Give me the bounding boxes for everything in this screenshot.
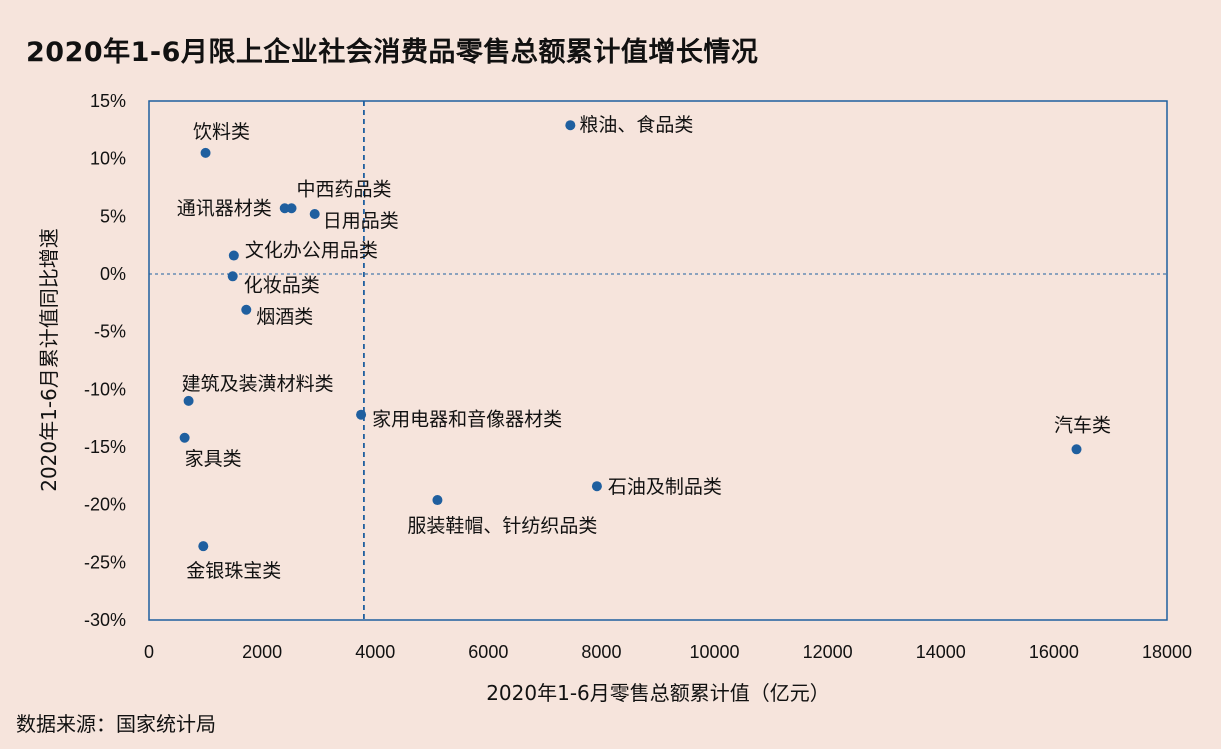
point-label: 中西药品类 xyxy=(297,178,392,200)
point-label: 日用品类 xyxy=(323,210,399,232)
x-tick-label: 18000 xyxy=(1142,642,1192,662)
data-point xyxy=(179,432,190,443)
y-tick-label: -10% xyxy=(84,379,126,399)
point-label: 家用电器和音像器材类 xyxy=(372,409,562,431)
y-tick-label: -15% xyxy=(84,437,126,457)
data-points xyxy=(179,120,1082,552)
x-tick-label: 2000 xyxy=(242,642,282,662)
data-point xyxy=(565,120,576,131)
y-tick-label: -5% xyxy=(94,322,126,342)
x-tick-label: 4000 xyxy=(355,642,395,662)
x-axis-ticks: 0 2000 4000 6000 8000 10000 12000 14000 16000 180… xyxy=(144,642,1192,662)
point-label: 文化办公用品类 xyxy=(245,240,378,262)
x-axis-title: 2020年1-6月零售总额累计值（亿元） xyxy=(486,681,830,705)
x-tick-label: 16000 xyxy=(1029,642,1079,662)
point-label: 通讯器材类 xyxy=(177,197,272,219)
data-point xyxy=(432,495,443,506)
x-tick-label: 0 xyxy=(144,642,154,662)
y-tick-label: -20% xyxy=(84,495,126,515)
point-label: 粮油、食品类 xyxy=(579,114,693,136)
point-label: 家具类 xyxy=(185,448,242,470)
point-label: 化妆品类 xyxy=(244,274,320,296)
data-point xyxy=(286,203,297,214)
data-point xyxy=(183,395,194,406)
point-label: 烟酒类 xyxy=(256,306,313,328)
data-point xyxy=(309,209,320,220)
data-point xyxy=(1071,444,1082,455)
point-label: 金银珠宝类 xyxy=(186,560,281,582)
data-point xyxy=(241,304,252,315)
x-tick-label: 8000 xyxy=(581,642,621,662)
y-tick-label: 10% xyxy=(90,149,126,169)
y-axis-title: 2020年1-6月累计值同比增速 xyxy=(37,228,61,492)
point-label: 饮料类 xyxy=(193,121,250,143)
point-label: 汽车类 xyxy=(1054,414,1111,436)
y-axis-ticks: 15% 10% 5% 0% -5% -10% -15% -20% -25% -30% xyxy=(84,91,126,630)
data-source-note: 数据来源：国家统计局 xyxy=(16,712,216,736)
plot-frame xyxy=(148,100,1168,621)
y-tick-label: -30% xyxy=(84,610,126,630)
x-tick-label: 6000 xyxy=(468,642,508,662)
data-point xyxy=(356,409,367,420)
point-label: 石油及制品类 xyxy=(608,476,722,498)
point-label: 建筑及装潢材料类 xyxy=(182,373,334,395)
data-point xyxy=(591,481,602,492)
data-point xyxy=(228,250,239,261)
y-tick-label: 5% xyxy=(100,206,126,226)
y-tick-label: 0% xyxy=(100,264,126,284)
reference-lines xyxy=(149,101,1167,620)
y-tick-label: -25% xyxy=(84,552,126,572)
data-point xyxy=(227,271,238,282)
x-tick-label: 14000 xyxy=(916,642,966,662)
x-tick-label: 12000 xyxy=(803,642,853,662)
chart-title: 2020年1-6月限上企业社会消费品零售总额累计值增长情况 xyxy=(26,37,759,68)
x-tick-label: 10000 xyxy=(690,642,740,662)
data-point xyxy=(200,147,211,158)
data-point xyxy=(198,541,209,552)
point-label: 服装鞋帽、针纺织品类 xyxy=(407,515,597,537)
y-tick-label: 15% xyxy=(90,91,126,111)
